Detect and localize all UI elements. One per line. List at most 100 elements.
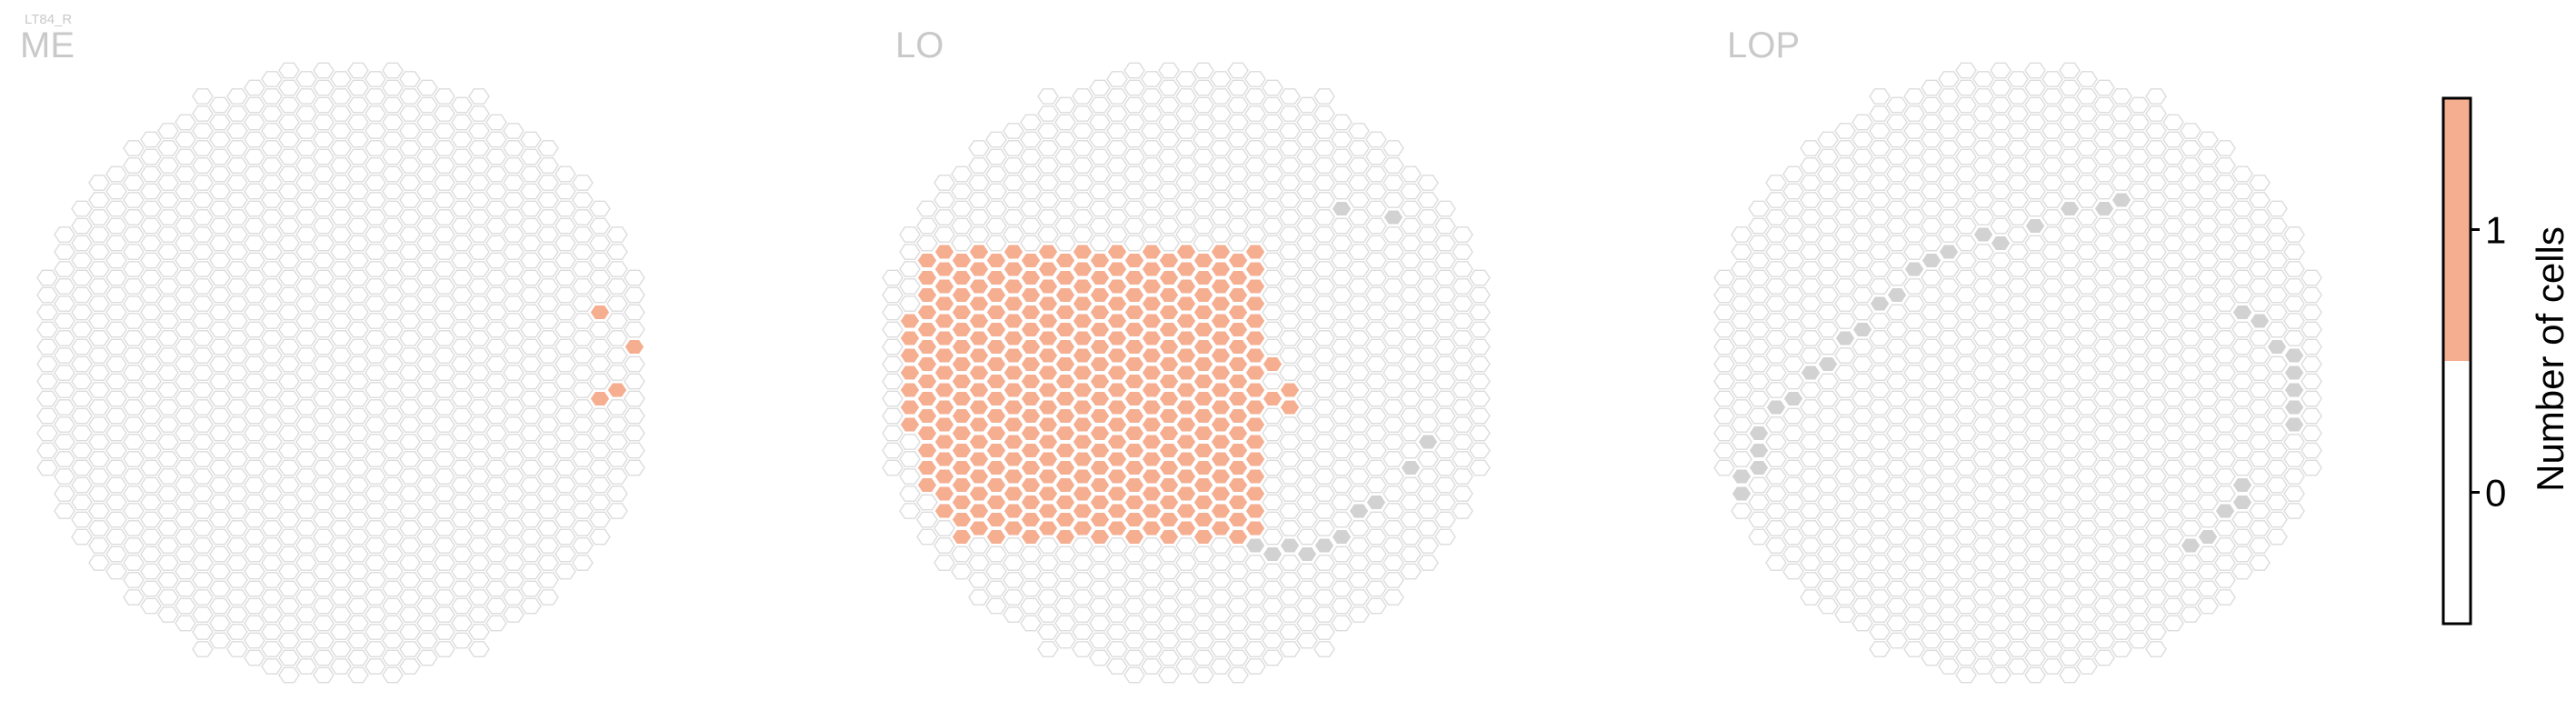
hex-cell: [1434, 235, 1456, 252]
hex-cell-count-1: [1106, 451, 1128, 467]
hex-cell: [1886, 269, 1908, 286]
hex-cell-count-1: [934, 416, 955, 433]
hex-cell: [1869, 520, 1891, 536]
hex-cell: [105, 217, 127, 235]
hex-cell: [175, 597, 196, 615]
hex-cell: [1262, 597, 1283, 615]
hex-cell: [278, 200, 300, 217]
hex-cell: [192, 624, 214, 640]
hex-cell-count-1: [589, 304, 611, 321]
hex-cell: [399, 278, 421, 295]
hex-cell: [1990, 373, 2012, 390]
hex-cell: [485, 338, 507, 355]
hex-cell: [261, 589, 283, 606]
hex-cell: [1279, 486, 1301, 502]
hex-cell: [1141, 589, 1163, 606]
hex-cell: [2197, 390, 2219, 407]
hex-cell-count-1: [1227, 321, 1249, 338]
hex-cell: [1834, 365, 1856, 381]
hex-cell: [1106, 641, 1128, 657]
hex-cell: [1262, 632, 1283, 649]
hex-cell: [589, 286, 611, 304]
hex-cell: [468, 261, 490, 277]
hex-cell: [175, 390, 196, 407]
hex-cell: [985, 131, 1007, 148]
hex-cell: [1955, 235, 1977, 252]
hex-cell: [1072, 123, 1093, 139]
hex-cell: [1938, 123, 1960, 139]
hex-cell: [2093, 96, 2115, 114]
hex-cell: [1296, 269, 1318, 286]
hex-cell-count-1: [968, 278, 990, 295]
hex-cell: [2093, 183, 2115, 200]
hex-cell: [2076, 468, 2098, 485]
hex-cell: [1817, 269, 1839, 286]
hex-cell: [209, 476, 231, 494]
hex-cell-boundary: [1782, 390, 1804, 407]
hex-cell-count-1: [1210, 399, 1232, 416]
hex-cell: [1020, 235, 1042, 252]
hex-cell-count-1: [1123, 407, 1145, 425]
hex-cell: [313, 131, 334, 148]
hex-cell: [1158, 666, 1180, 684]
hex-cell: [503, 244, 524, 260]
hex-cell: [1782, 528, 1804, 546]
hex-cell-count-1: [1193, 304, 1214, 321]
hex-cell: [2111, 606, 2132, 623]
hex-cell-count-1: [1244, 520, 1266, 536]
hex-cell: [1365, 235, 1387, 252]
hex-cell: [1365, 459, 1387, 476]
hex-cell-count-1: [916, 321, 938, 338]
hex-cell: [2042, 105, 2063, 122]
hex-cell: [2180, 606, 2202, 623]
hex-cell: [554, 183, 576, 200]
hex-cell: [537, 175, 559, 191]
hex-cell: [244, 131, 265, 148]
hex-cell: [295, 261, 317, 277]
hex-cell: [2024, 632, 2046, 649]
hex-cell-count-1: [1003, 313, 1024, 329]
hex-cell: [1434, 338, 1456, 355]
hex-cell-count-1: [1158, 407, 1180, 425]
hex-cell: [313, 148, 334, 165]
hex-cell: [1955, 338, 1977, 355]
hex-cell: [347, 269, 369, 286]
hex-cell: [1469, 286, 1491, 304]
hex-cell: [1903, 295, 1925, 312]
hex-cell-boundary: [2180, 537, 2202, 554]
hex-cell-count-1: [916, 338, 938, 355]
hex-cell: [295, 537, 317, 554]
hex-cell: [123, 468, 145, 485]
hex-cell: [2145, 226, 2167, 243]
hex-cell: [1296, 165, 1318, 183]
hex-cell: [1731, 313, 1752, 329]
hex-cell: [1452, 330, 1473, 346]
hex-cell: [140, 442, 162, 459]
hex-cell: [192, 555, 214, 571]
hex-cell-count-1: [1072, 244, 1093, 260]
hex-cell-count-1: [1227, 494, 1249, 511]
hex-cell: [899, 261, 921, 277]
hex-cell: [2093, 632, 2115, 649]
hex-cell: [485, 131, 507, 148]
hex-cell: [1852, 563, 1873, 580]
hex-cell: [2145, 537, 2167, 554]
hex-cell: [1296, 217, 1318, 235]
hex-cell: [1990, 476, 2012, 494]
hex-cell: [71, 390, 93, 407]
hex-cell: [364, 451, 386, 467]
hex-cell: [1175, 105, 1197, 122]
hex-cell: [1955, 390, 1977, 407]
hex-cell: [1348, 192, 1370, 208]
hex-cell: [1765, 192, 1787, 208]
hex-cell: [1852, 528, 1873, 546]
hex-cell: [175, 304, 196, 321]
hex-cell: [71, 286, 93, 304]
hex-cell: [2128, 459, 2150, 476]
hex-cell: [2024, 114, 2046, 131]
hex-cell: [1990, 114, 2012, 131]
hex-cell: [1869, 468, 1891, 485]
hex-cell: [175, 373, 196, 390]
hex-cell: [382, 114, 404, 131]
hex-cell: [520, 373, 542, 390]
